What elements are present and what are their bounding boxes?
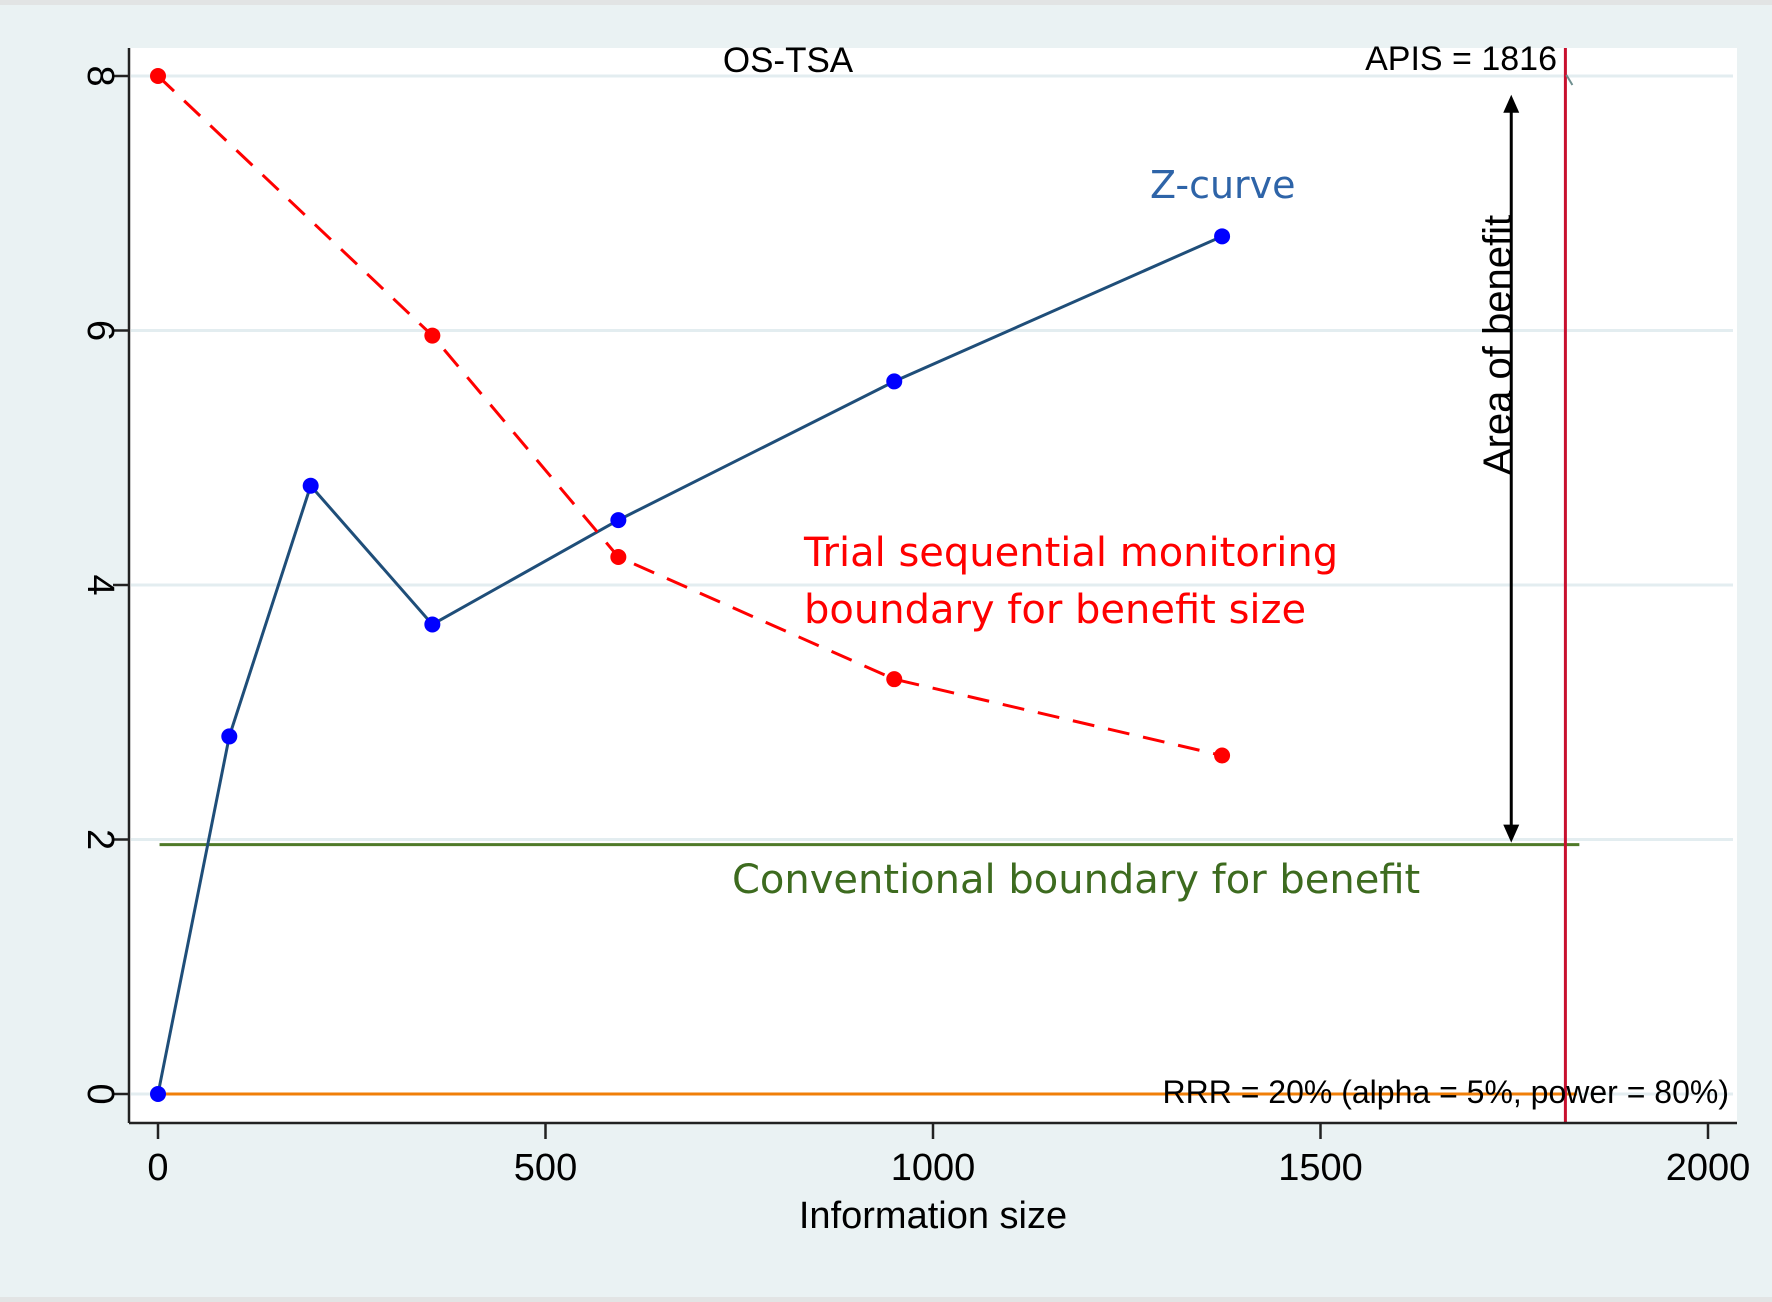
series-1-point-4 [1214, 747, 1231, 764]
y-tick-labels: 0 2 4 6 8 [79, 65, 121, 1104]
x-axis-label: Information size [799, 1195, 1067, 1237]
x-tick-labels: 0 500 1000 1500 2000 [147, 1147, 1750, 1189]
area-of-benefit-label: Area of benefit [1476, 215, 1520, 475]
rrr-label: RRR = 20% (alpha = 5%, power = 80%) [1162, 1074, 1729, 1110]
y-tick-label: 8 [79, 65, 121, 86]
series-1-point-0 [150, 68, 166, 84]
series-0-point-3 [424, 616, 441, 633]
x-tick-label: 0 [147, 1147, 168, 1189]
series-0-point-4 [610, 512, 627, 529]
x-tick-label: 1500 [1278, 1147, 1363, 1189]
tsmb-label-line1: Trial sequential monitoring [803, 530, 1338, 576]
y-tick-label: 2 [79, 829, 121, 850]
y-tick-label: 6 [79, 320, 121, 341]
axes [113, 48, 1737, 1139]
area-arrow-down-icon [1503, 824, 1520, 843]
x-tick-label: 500 [514, 1147, 577, 1189]
y-tick-label: 4 [79, 574, 121, 595]
series-1-point-2 [610, 549, 627, 566]
tsmb-label-line2: boundary for benefit size [804, 587, 1306, 633]
reference-lines [158, 48, 1580, 1123]
series-0-point-5 [886, 373, 903, 390]
z-curve-label: Z-curve [1150, 163, 1296, 207]
area-arrow-up-icon [1503, 94, 1520, 113]
series-1-point-1 [424, 327, 441, 344]
series-0-point-1 [221, 728, 238, 745]
series-0-point-0 [150, 1086, 166, 1102]
series-layer [150, 68, 1231, 1102]
apis-label: APIS = 1816 [1365, 40, 1557, 78]
x-tick-label: 1000 [891, 1147, 976, 1189]
series-0-point-2 [302, 477, 319, 494]
x-tick-label: 2000 [1666, 1147, 1751, 1189]
chart-title: OS-TSA [723, 41, 854, 80]
series-0-point-6 [1214, 228, 1231, 245]
apis-marker [1565, 74, 1574, 86]
y-tick-label: 0 [79, 1083, 121, 1104]
series-1-point-3 [886, 671, 903, 688]
conventional-boundary-label: Conventional boundary for benefit [732, 857, 1420, 903]
